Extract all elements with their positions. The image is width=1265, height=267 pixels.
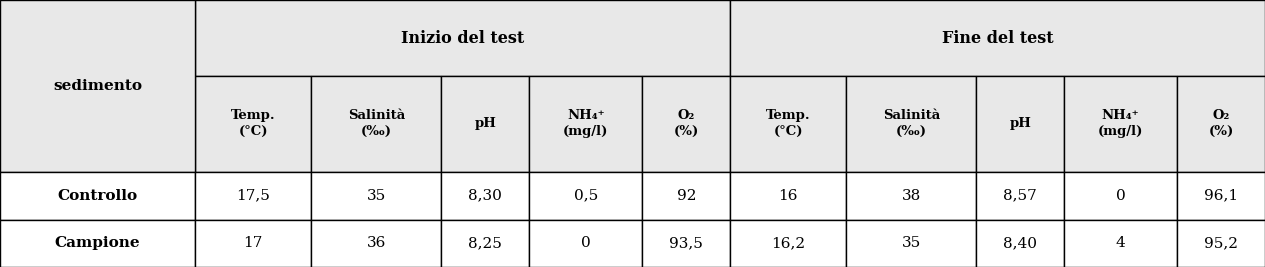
Text: 0: 0	[1116, 189, 1126, 203]
Text: O₂
(%): O₂ (%)	[674, 109, 698, 138]
Bar	[195, 220, 311, 267]
Bar	[529, 76, 643, 172]
Bar	[1178, 76, 1265, 172]
Bar	[730, 172, 846, 220]
Text: 35: 35	[367, 189, 386, 203]
Text: Salinità
(‰): Salinità (‰)	[883, 109, 940, 138]
Bar	[846, 172, 977, 220]
Text: 0,5: 0,5	[574, 189, 598, 203]
Text: O₂
(%): O₂ (%)	[1208, 109, 1233, 138]
Bar	[643, 172, 730, 220]
Bar	[0, 220, 195, 267]
Text: Salinità
(‰): Salinità (‰)	[348, 109, 405, 138]
Bar	[977, 76, 1064, 172]
Bar	[195, 0, 730, 76]
Bar	[0, 172, 195, 220]
Bar	[977, 172, 1064, 220]
Text: Controllo: Controllo	[58, 189, 138, 203]
Text: 17: 17	[244, 236, 263, 250]
Bar	[643, 220, 730, 267]
Text: pH: pH	[1009, 117, 1031, 130]
Bar	[0, 0, 195, 172]
Bar	[1064, 76, 1178, 172]
Text: Fine del test: Fine del test	[941, 30, 1054, 46]
Text: 8,57: 8,57	[1003, 189, 1037, 203]
Bar	[1064, 172, 1178, 220]
Bar	[311, 76, 441, 172]
Text: 35: 35	[902, 236, 921, 250]
Bar	[1064, 220, 1178, 267]
Text: NH₄⁺
(mg/l): NH₄⁺ (mg/l)	[1098, 109, 1144, 138]
Bar	[730, 0, 1265, 76]
Text: 96,1: 96,1	[1204, 189, 1238, 203]
Text: 0: 0	[581, 236, 591, 250]
Text: 8,40: 8,40	[1003, 236, 1037, 250]
Text: 38: 38	[902, 189, 921, 203]
Text: 17,5: 17,5	[237, 189, 271, 203]
Bar	[441, 172, 529, 220]
Text: 4: 4	[1116, 236, 1126, 250]
Bar	[441, 76, 529, 172]
Text: 8,30: 8,30	[468, 189, 502, 203]
Text: 16: 16	[778, 189, 798, 203]
Bar	[529, 172, 643, 220]
Bar	[441, 220, 529, 267]
Bar	[846, 76, 977, 172]
Text: 36: 36	[367, 236, 386, 250]
Bar	[1178, 172, 1265, 220]
Bar	[977, 220, 1064, 267]
Bar	[195, 0, 1265, 76]
Bar	[529, 220, 643, 267]
Text: 92: 92	[677, 189, 696, 203]
Text: NH₄⁺
(mg/l): NH₄⁺ (mg/l)	[563, 109, 608, 138]
Text: 95,2: 95,2	[1204, 236, 1238, 250]
Bar	[643, 76, 730, 172]
Bar	[195, 172, 311, 220]
Text: Campione: Campione	[54, 236, 140, 250]
Bar	[311, 220, 441, 267]
Bar	[730, 220, 846, 267]
Text: 93,5: 93,5	[669, 236, 703, 250]
Text: Inizio del test: Inizio del test	[401, 30, 524, 46]
Text: Temp.
(°C): Temp. (°C)	[765, 109, 811, 138]
Bar	[1178, 220, 1265, 267]
Text: Temp.
(°C): Temp. (°C)	[231, 109, 276, 138]
Bar	[311, 172, 441, 220]
Text: sedimento: sedimento	[53, 79, 142, 93]
Text: 8,25: 8,25	[468, 236, 502, 250]
Text: pH: pH	[474, 117, 496, 130]
Bar	[195, 76, 311, 172]
Bar	[730, 76, 846, 172]
Bar	[846, 220, 977, 267]
Text: 16,2: 16,2	[772, 236, 806, 250]
